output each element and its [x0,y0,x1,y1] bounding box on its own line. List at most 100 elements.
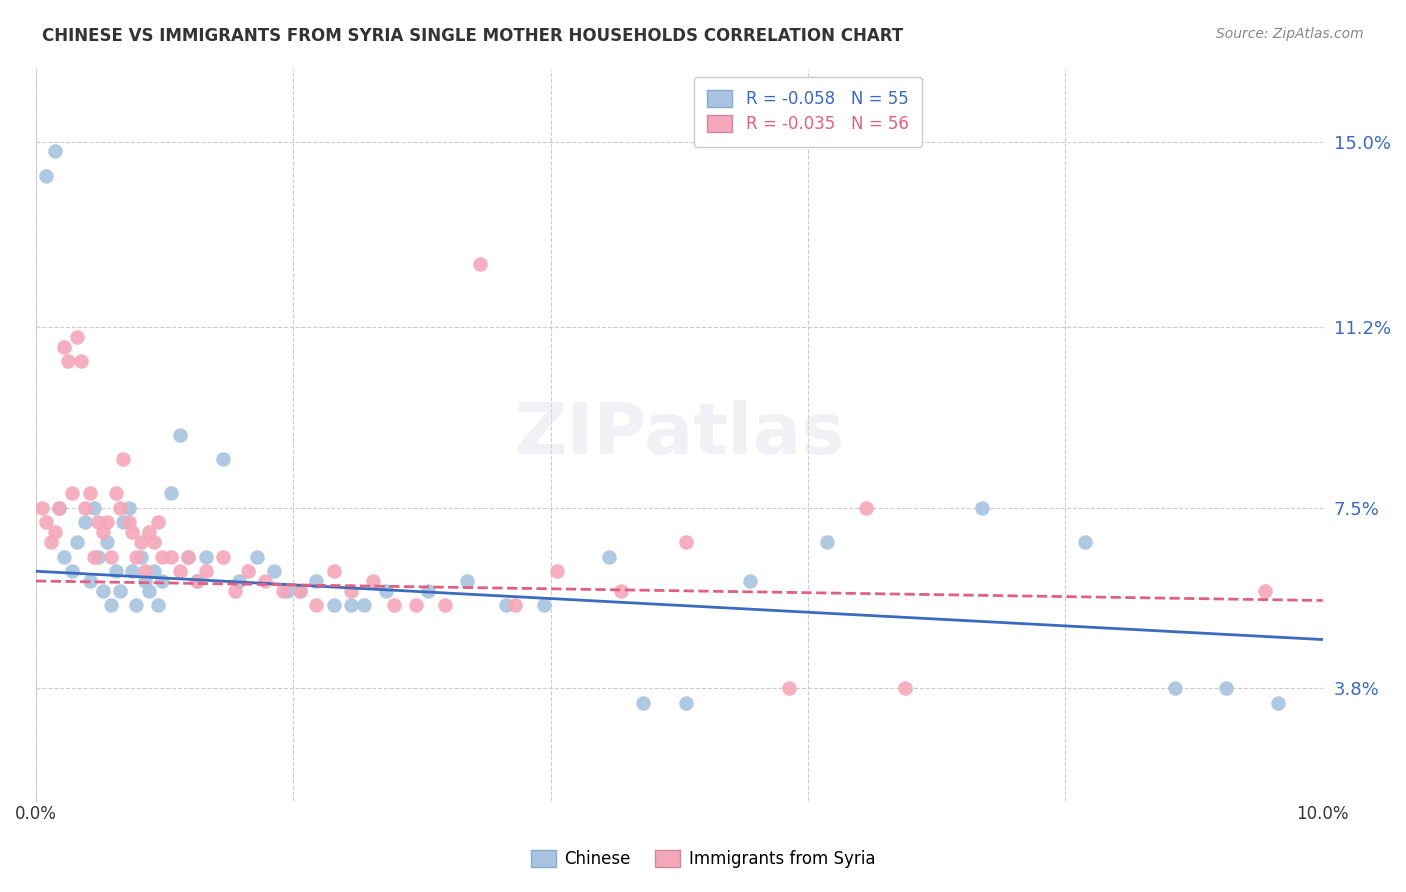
Point [79,486,101,500]
Point [224,583,246,598]
Point [160,549,183,564]
Point [83,500,105,515]
Point [148,516,170,530]
Point [405,599,427,613]
Point [194,564,217,578]
Point [177,549,200,564]
Point [276,583,298,598]
Point [70,354,93,368]
Point [633,696,655,710]
Point [60,564,83,578]
Point [340,599,363,613]
Point [238,564,260,578]
Point [31,500,53,515]
Legend: Chinese, Immigrants from Syria: Chinese, Immigrants from Syria [524,843,882,875]
Point [44,525,66,540]
Point [35,516,58,530]
Point [96,516,118,530]
Point [323,564,346,578]
Point [66,535,89,549]
Point [970,500,993,515]
Point [148,599,170,613]
Point [35,169,58,183]
Point [353,599,375,613]
Point [253,574,276,588]
Legend: R = -0.058   N = 55, R = -0.035   N = 56: R = -0.058 N = 55, R = -0.035 N = 56 [695,77,922,146]
Text: ZIPatlas: ZIPatlas [515,401,845,469]
Point [855,500,877,515]
Point [53,549,76,564]
Point [104,564,127,578]
Point [598,549,620,564]
Point [131,535,153,549]
Point [418,583,440,598]
Point [675,535,697,549]
Point [675,696,697,710]
Point [150,549,173,564]
Point [121,564,143,578]
Point [150,574,173,588]
Text: Source: ZipAtlas.com: Source: ZipAtlas.com [1216,27,1364,41]
Point [134,564,156,578]
Point [288,583,311,598]
Point [138,583,160,598]
Point [323,599,346,613]
Point [100,599,122,613]
Point [108,500,131,515]
Point [1073,535,1095,549]
Point [546,564,568,578]
Point [160,486,183,500]
Point [1267,696,1289,710]
Point [96,535,118,549]
Point [131,549,153,564]
Point [41,535,63,549]
Point [186,574,208,588]
Point [112,452,135,467]
Point [125,599,148,613]
Point [778,681,800,696]
Point [228,574,250,588]
Point [138,525,160,540]
Point [53,340,76,354]
Point [86,549,108,564]
Point [288,583,311,598]
Point [121,525,143,540]
Point [271,583,294,598]
Point [104,486,127,500]
Point [305,599,328,613]
Point [186,574,208,588]
Point [468,257,491,271]
Point [246,549,269,564]
Point [117,516,139,530]
Text: CHINESE VS IMMIGRANTS FROM SYRIA SINGLE MOTHER HOUSEHOLDS CORRELATION CHART: CHINESE VS IMMIGRANTS FROM SYRIA SINGLE … [42,27,903,45]
Point [495,599,517,613]
Point [211,452,233,467]
Point [73,516,96,530]
Point [1254,583,1277,598]
Point [503,599,526,613]
Point [44,145,66,159]
Point [117,500,139,515]
Point [533,599,555,613]
Point [740,574,762,588]
Point [91,525,114,540]
Point [361,574,384,588]
Point [305,574,328,588]
Point [125,549,148,564]
Point [48,500,70,515]
Point [194,549,217,564]
Point [143,564,166,578]
Point [375,583,398,598]
Point [1164,681,1187,696]
Point [211,549,233,564]
Point [169,427,191,442]
Point [112,516,135,530]
Point [56,354,79,368]
Point [893,681,915,696]
Point [86,516,108,530]
Point [83,549,105,564]
Point [143,535,166,549]
Point [610,583,633,598]
Point [108,583,131,598]
Point [263,564,285,578]
